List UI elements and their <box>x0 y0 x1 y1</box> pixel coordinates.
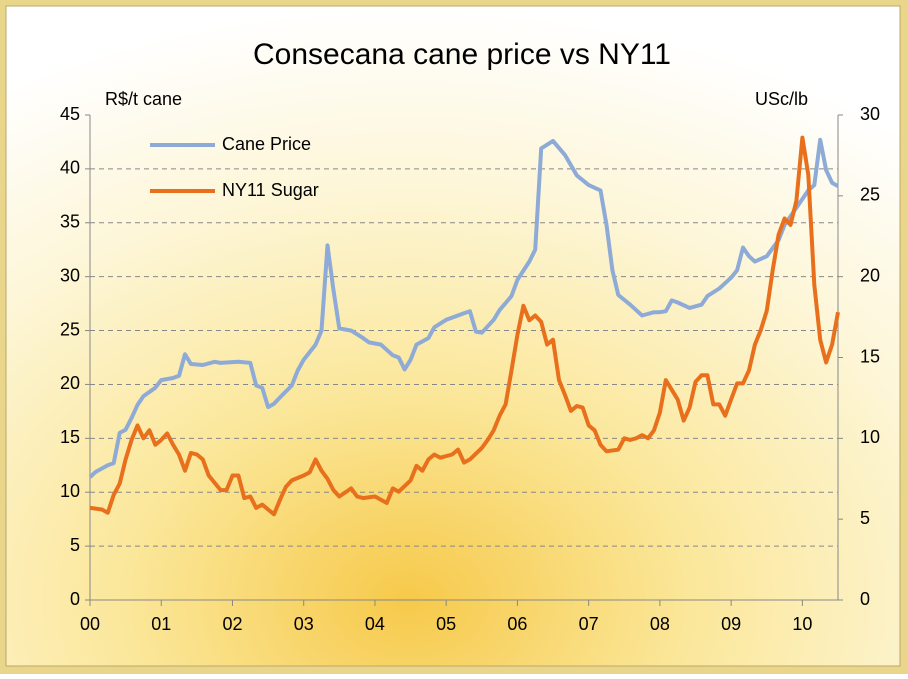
x-tick-label: 02 <box>222 614 242 634</box>
y-tick-label: 30 <box>60 265 80 285</box>
y2-tick-label: 15 <box>860 346 880 366</box>
x-tick-label: 01 <box>151 614 171 634</box>
x-tick-label: 03 <box>294 614 314 634</box>
chart-title: Consecana cane price vs NY11 <box>253 38 671 71</box>
x-tick-label: 00 <box>80 614 100 634</box>
y2-tick-label: 5 <box>860 508 870 528</box>
y-tick-label: 10 <box>60 481 80 501</box>
y-tick-label: 20 <box>60 373 80 393</box>
y-tick-label: 0 <box>70 589 80 609</box>
y2-tick-label: 25 <box>860 185 880 205</box>
y-tick-label: 25 <box>60 319 80 339</box>
x-tick-label: 08 <box>650 614 670 634</box>
y-axis-label: R$/t cane <box>105 89 182 109</box>
y2-tick-label: 20 <box>860 265 880 285</box>
legend-label: Cane Price <box>222 134 311 154</box>
y2-tick-label: 0 <box>860 589 870 609</box>
y-tick-label: 5 <box>70 535 80 555</box>
x-tick-label: 07 <box>579 614 599 634</box>
y-tick-label: 40 <box>60 158 80 178</box>
y2-axis-label: USc/lb <box>755 89 808 109</box>
chart-area <box>5 5 901 667</box>
y-tick-label: 15 <box>60 427 80 447</box>
series-line <box>88 137 839 479</box>
series-line <box>89 135 840 517</box>
x-tick-label: 10 <box>792 614 812 634</box>
x-tick-label: 09 <box>721 614 741 634</box>
y-tick-label: 45 <box>60 104 80 124</box>
x-tick-label: 04 <box>365 614 385 634</box>
y-tick-label: 35 <box>60 212 80 232</box>
x-tick-label: 05 <box>436 614 456 634</box>
legend-label: NY11 Sugar <box>222 180 319 200</box>
y2-tick-label: 30 <box>860 104 880 124</box>
y2-tick-label: 10 <box>860 427 880 447</box>
x-tick-label: 06 <box>507 614 527 634</box>
